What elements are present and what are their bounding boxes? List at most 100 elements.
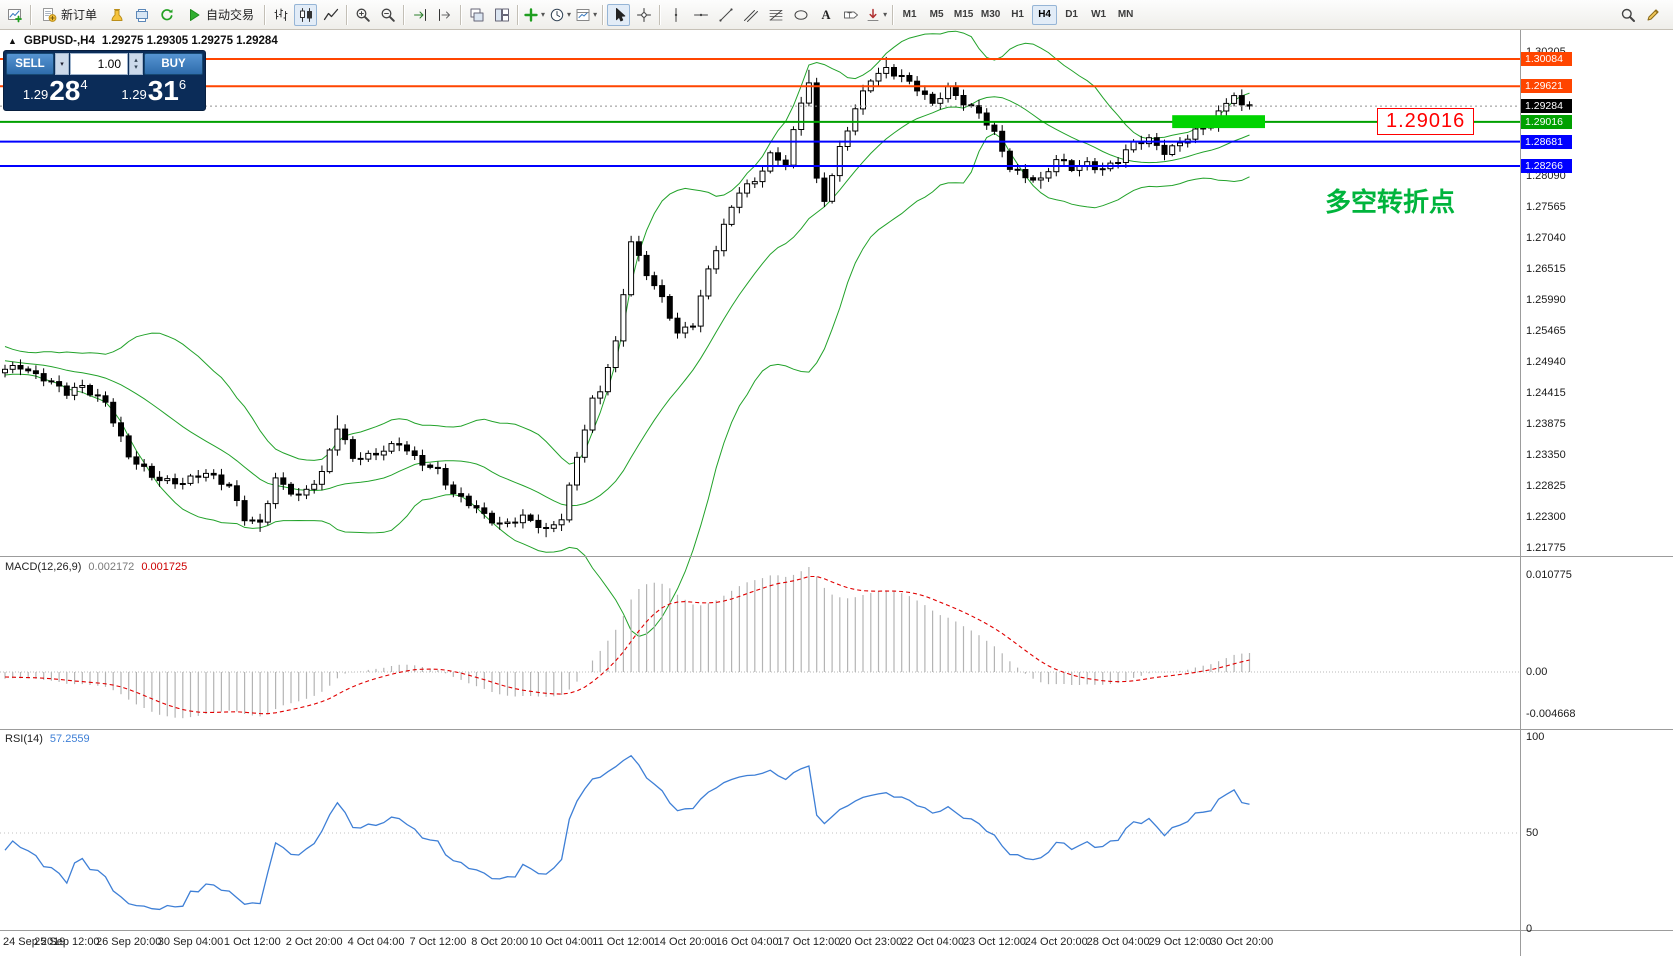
time-axis[interactable]: 24 Sep 2019 25 Sep 12:00 26 Sep 20:00 30 Se…: [0, 930, 1673, 956]
newchart-icon: [7, 7, 23, 23]
buy-button[interactable]: BUY: [144, 53, 203, 75]
tf-d1-button[interactable]: D1: [1065, 9, 1078, 20]
vertical-line-button[interactable]: [664, 4, 687, 26]
tf-w1-button[interactable]: W1: [1091, 9, 1107, 20]
toolbar: 新订单 自动交易 ▾ ▾ ▾ A T ▾ M1 M5 M15 M30 H1 H4 D1 W1 MN: [0, 0, 1673, 30]
price-axis-label: 1.24415: [1526, 386, 1566, 399]
search-button[interactable]: [1616, 4, 1639, 26]
market-button[interactable]: [105, 4, 128, 26]
ohlc-values: 1.29275 1.29305 1.29275 1.29284: [101, 35, 278, 47]
time-axis-label: 28 Oct 04:00: [1086, 936, 1150, 948]
price-tag: 1.29016: [1521, 114, 1572, 129]
market-icon: [109, 7, 125, 23]
toolbar-separator: [602, 4, 604, 25]
search-icon: [1620, 7, 1636, 23]
candlestick-chart-button[interactable]: [294, 3, 318, 26]
price-axis-label: 1.23875: [1526, 418, 1566, 431]
chart-canvas[interactable]: [0, 30, 1673, 956]
trendline-button[interactable]: [714, 4, 737, 26]
sell-price-point: 4: [80, 77, 88, 92]
tf-m15-button[interactable]: M15: [953, 9, 974, 20]
tick-direction-icon: ▲: [8, 36, 17, 46]
tile-icon: [494, 7, 510, 23]
price-axis-label: 1.21775: [1526, 542, 1566, 555]
shapes-button[interactable]: [789, 4, 812, 26]
indicators-button[interactable]: ▾: [522, 4, 546, 26]
time-axis-label: 4 Oct 04:00: [347, 936, 405, 948]
time-axis-label: 26 Sep 20:00: [95, 936, 162, 948]
buy-price: 1.29 31 6: [105, 75, 204, 109]
rsi-axis-label: 0: [1526, 923, 1533, 935]
crosshair-icon: [636, 7, 652, 23]
time-axis-label: 16 Oct 04:00: [715, 936, 779, 948]
chart-area: ▲ GBPUSD-,H4 1.29275 1.29305 1.29275 1.2…: [0, 30, 1673, 956]
indicators-icon: [523, 7, 539, 23]
cursor-icon: [611, 7, 627, 23]
toolbar-separator: [460, 4, 462, 25]
lot-stepper-up-icon[interactable]: ▴: [134, 57, 138, 64]
svg-text:A: A: [821, 8, 830, 22]
sell-button[interactable]: SELL: [6, 53, 54, 75]
periods-button[interactable]: ▾: [548, 4, 572, 26]
arrows-button[interactable]: ▾: [864, 4, 888, 26]
toolbar-separator: [892, 4, 894, 25]
price-axis[interactable]: 1.302051.280901.275651.270401.265151.259…: [0, 30, 1673, 935]
new-order-button[interactable]: 新订单: [35, 4, 103, 26]
toolbar-separator: [264, 4, 266, 25]
tf-mn-button[interactable]: MN: [1117, 9, 1134, 20]
price-axis-label: 1.26515: [1526, 263, 1566, 276]
turning-point-note[interactable]: 多空转折点: [1325, 187, 1456, 217]
pane-separator[interactable]: [0, 556, 1673, 557]
label-button[interactable]: T: [839, 4, 862, 26]
tf-m5-button[interactable]: M5: [929, 9, 944, 20]
horizontal-line-button[interactable]: [689, 4, 712, 26]
pane-separator[interactable]: [0, 729, 1673, 730]
chart-shift-button[interactable]: [433, 4, 456, 26]
tf-m1-button[interactable]: M1: [902, 9, 917, 20]
tf-h1-button[interactable]: H1: [1011, 9, 1024, 20]
sell-price-prefix: 1.29: [22, 87, 49, 102]
price-axis-label: 1.27040: [1526, 232, 1566, 245]
tf-h4-button[interactable]: H4: [1032, 4, 1058, 25]
refresh-button[interactable]: [155, 4, 178, 26]
time-axis-label: 14 Oct 20:00: [653, 936, 717, 948]
tf-m30-button[interactable]: M30: [980, 9, 1001, 20]
price-callout-label[interactable]: 1.29016: [1377, 108, 1475, 135]
rsi-name: RSI(14): [5, 733, 43, 745]
new-chart-button[interactable]: [3, 4, 26, 26]
cursor-button[interactable]: [607, 3, 631, 26]
trade-options-dropdown[interactable]: ▾: [55, 53, 69, 75]
channel-button[interactable]: [739, 4, 762, 26]
zoom-in-button[interactable]: [351, 4, 374, 26]
text-button[interactable]: A: [814, 4, 837, 26]
quick-edit-button[interactable]: [1641, 4, 1664, 26]
line-chart-button[interactable]: [319, 4, 342, 26]
trend-icon: [718, 7, 734, 23]
one-click-trading-panel: SELL ▾ 1.00 ▴ ▾ BUY 1.29 28 4 1.29 31: [3, 50, 206, 111]
profiles-button[interactable]: [130, 4, 153, 26]
price-tag: 1.29621: [1521, 79, 1572, 94]
price-axis-label: 1.25990: [1526, 293, 1566, 306]
lot-size-input[interactable]: 1.00: [70, 53, 128, 75]
zoomin-icon: [355, 7, 371, 23]
time-axis-label: 20 Oct 23:00: [839, 936, 903, 948]
lot-stepper[interactable]: ▴ ▾: [129, 53, 143, 75]
chart-symbol-header: ▲ GBPUSD-,H4 1.29275 1.29305 1.29275 1.2…: [8, 35, 278, 47]
bid-price-tag: 1.29284: [1521, 99, 1572, 114]
pane-separator: [0, 930, 1673, 931]
fibonacci-button[interactable]: [764, 4, 787, 26]
time-axis-label: 29 Oct 12:00: [1148, 936, 1212, 948]
tile-windows-button[interactable]: [490, 4, 513, 26]
svg-text:T: T: [847, 10, 852, 19]
autotrading-button[interactable]: 自动交易: [180, 4, 260, 26]
auto-scroll-button[interactable]: [408, 4, 431, 26]
fibo-icon: [768, 7, 784, 23]
lot-stepper-down-icon[interactable]: ▾: [134, 64, 138, 71]
zoom-out-button[interactable]: [376, 4, 399, 26]
price-axis-label: 1.27565: [1526, 201, 1566, 214]
bar-chart-button[interactable]: [269, 4, 292, 26]
crosshair-button[interactable]: [632, 4, 655, 26]
chevron-down-icon: ▾: [883, 10, 888, 19]
cascade-windows-button[interactable]: [465, 4, 488, 26]
templates-button[interactable]: ▾: [574, 4, 598, 26]
